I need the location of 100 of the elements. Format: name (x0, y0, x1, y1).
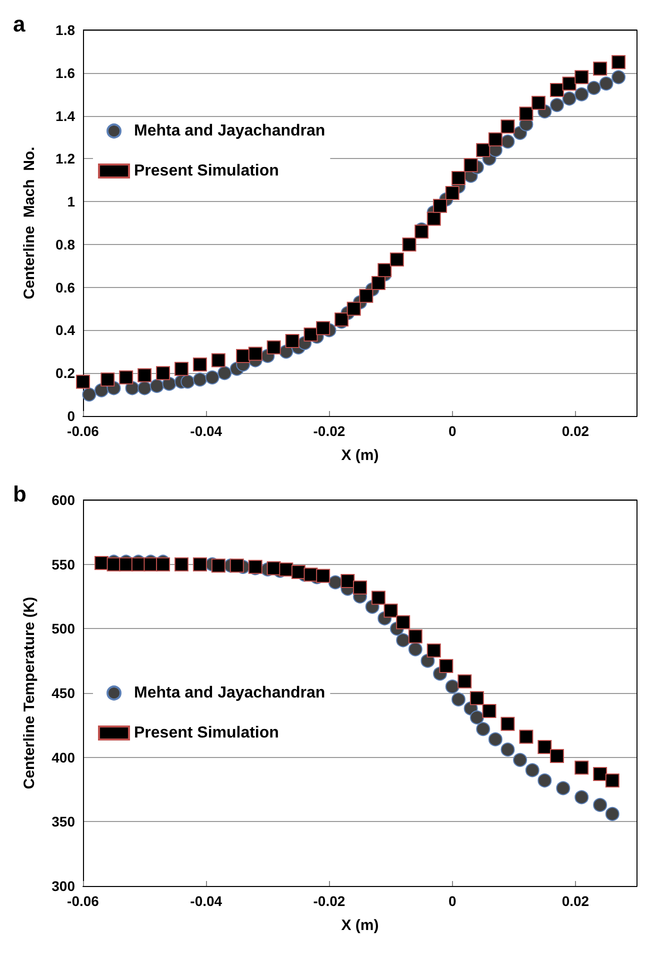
chart-title: b (13, 482, 26, 506)
point (150, 378, 164, 393)
point (205, 370, 220, 384)
point (291, 565, 306, 580)
x-tick-label: 0.02 (562, 893, 590, 909)
y-tick-label: 1.8 (56, 22, 76, 38)
point (192, 372, 207, 387)
y-tick-label: 350 (52, 814, 76, 830)
y-tick-label: 300 (52, 878, 76, 894)
point (593, 798, 608, 812)
point (433, 198, 448, 213)
point (445, 680, 460, 694)
point (556, 781, 570, 796)
point (574, 790, 589, 804)
point (174, 557, 188, 572)
point (426, 644, 441, 658)
point (180, 374, 195, 389)
y-tick-label: 600 (52, 492, 76, 508)
point (593, 62, 608, 76)
point (525, 763, 540, 778)
point (396, 615, 410, 630)
point (458, 674, 472, 688)
point (384, 604, 398, 618)
point (174, 362, 188, 376)
point (550, 83, 564, 98)
y-tick-label: 1.6 (56, 64, 76, 81)
point (476, 722, 490, 736)
point (340, 574, 355, 588)
point (488, 732, 502, 746)
point (316, 568, 330, 583)
y-axis-title: Centerline Mach No. (21, 146, 38, 300)
point (593, 767, 608, 782)
point (519, 730, 534, 744)
point (470, 691, 484, 706)
x-tick-label: -0.06 (67, 423, 100, 439)
y-tick-label: 0.8 (56, 236, 76, 252)
point (500, 120, 515, 134)
point (390, 252, 404, 266)
point (599, 76, 614, 91)
point (371, 590, 386, 605)
legend-label: Mehta and Jayachandran (134, 122, 326, 140)
point (218, 366, 232, 380)
point (586, 80, 601, 95)
point (359, 288, 374, 303)
y-tick-label: 0.2 (56, 365, 76, 382)
point (500, 716, 515, 731)
point (408, 642, 422, 656)
point (605, 806, 620, 821)
x-tick-label: -0.02 (313, 423, 346, 439)
point (353, 580, 367, 594)
point (574, 70, 589, 84)
point (192, 557, 207, 572)
point (334, 312, 349, 326)
point (605, 773, 620, 788)
point (156, 557, 170, 572)
point (248, 346, 262, 361)
x-tick-label: 0 (448, 423, 456, 439)
x-tick-label: -0.04 (190, 893, 222, 909)
point (156, 366, 170, 380)
point (119, 370, 134, 384)
point (346, 302, 361, 316)
legend-label: Present Simulation (134, 162, 279, 180)
x-axis-title: X (m) (341, 917, 379, 934)
point (513, 752, 528, 767)
y-tick-label: 550 (52, 556, 76, 572)
point (230, 558, 244, 573)
point (408, 629, 422, 644)
point (476, 143, 490, 158)
point (445, 186, 460, 200)
point (138, 368, 152, 382)
point (236, 348, 250, 363)
point (500, 742, 515, 757)
point (414, 224, 429, 239)
y-tick-label: 0 (67, 408, 76, 424)
point (482, 704, 496, 718)
point (266, 340, 281, 354)
y-tick-label: 450 (52, 685, 76, 701)
y-tick-label: 0.6 (56, 279, 76, 296)
chart-title: a (13, 12, 26, 36)
x-tick-label: 0.02 (562, 423, 590, 439)
point (138, 381, 152, 396)
x-tick-label: 0 (448, 893, 456, 909)
point (488, 132, 502, 146)
point (550, 749, 564, 764)
x-axis-title: X (m) (341, 447, 379, 464)
legend-label: Mehta and Jayachandran (134, 684, 326, 702)
point (426, 212, 441, 226)
y-tick-label: 0.4 (56, 322, 76, 338)
point (279, 562, 294, 576)
point (612, 55, 626, 70)
point (452, 692, 466, 706)
x-tick-label: -0.02 (313, 893, 346, 909)
y-tick-label: 1.2 (56, 150, 76, 167)
point (562, 76, 576, 91)
point (285, 334, 300, 348)
x-tick-label: -0.06 (67, 893, 100, 909)
point (144, 557, 158, 572)
point (574, 760, 589, 775)
point (211, 353, 226, 368)
y-tick-label: 1 (67, 194, 76, 210)
